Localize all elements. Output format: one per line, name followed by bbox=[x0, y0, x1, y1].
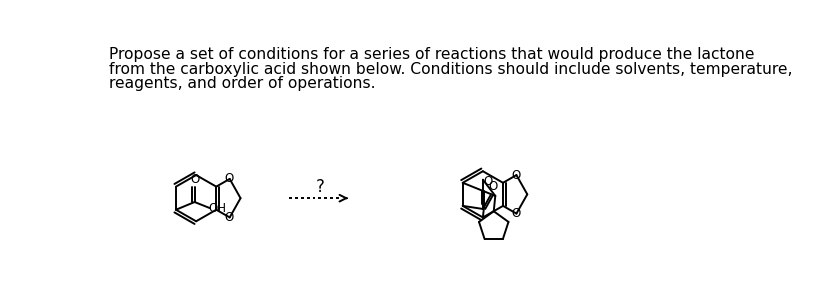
Text: ?: ? bbox=[316, 178, 324, 196]
Text: O: O bbox=[224, 172, 233, 185]
Text: O: O bbox=[511, 169, 521, 181]
Text: from the carboxylic acid shown below. Conditions should include solvents, temper: from the carboxylic acid shown below. Co… bbox=[110, 61, 793, 77]
Text: O: O bbox=[224, 211, 233, 224]
Text: OH: OH bbox=[209, 202, 227, 215]
Text: reagents, and order of operations.: reagents, and order of operations. bbox=[110, 76, 376, 91]
Text: O: O bbox=[191, 173, 200, 186]
Text: Propose a set of conditions for a series of reactions that would produce the lac: Propose a set of conditions for a series… bbox=[110, 47, 755, 62]
Text: O: O bbox=[511, 207, 521, 220]
Text: O: O bbox=[483, 175, 493, 188]
Text: O: O bbox=[488, 180, 497, 193]
